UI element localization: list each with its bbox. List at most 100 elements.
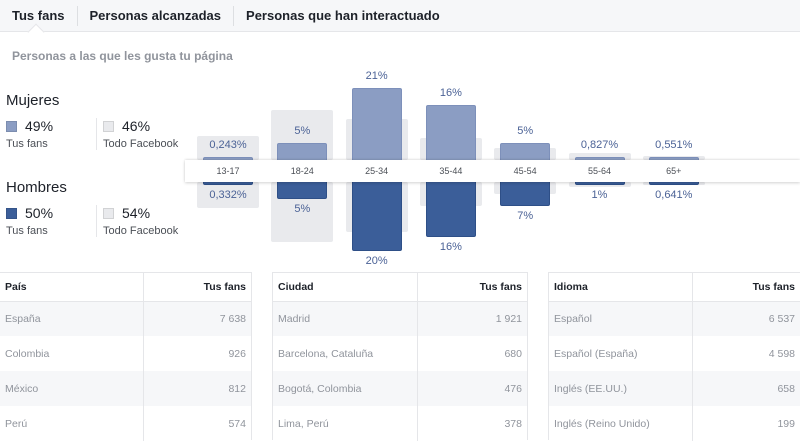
table-row[interactable]: Inglés (Reino Unido) 199	[549, 406, 800, 441]
city-table: Ciudad Tus fans Madrid 1 921 Barcelona, Cata…	[272, 272, 528, 441]
women-fans-value: 49%	[25, 118, 54, 134]
men-value-label: 0,332%	[209, 189, 247, 201]
row-label: Español (España)	[554, 347, 638, 360]
facebook-women-bar	[419, 137, 482, 160]
men-fans-bar	[203, 180, 253, 185]
column-header[interactable]: Tus fans	[417, 273, 527, 302]
row-label: México	[0, 371, 144, 406]
men-fb-label: Todo Facebook	[103, 225, 179, 237]
row-label: Inglés (EE.UU.)	[549, 371, 693, 406]
men-fans-bar	[574, 180, 625, 186]
table-row[interactable]: Perú 574	[0, 406, 251, 441]
age-tick-label: 35-44	[439, 166, 463, 176]
legend-men-title: Hombres	[6, 179, 67, 196]
men-swatch-icon	[6, 207, 17, 219]
column-header[interactable]: Tus fans	[691, 273, 800, 302]
age-tick-label: 25-34	[365, 166, 389, 176]
men-value-label: 5%	[294, 203, 311, 216]
age-tick-label: 13-17	[216, 166, 240, 176]
men-fb-value: 54%	[122, 205, 151, 221]
row-value: 658	[691, 371, 800, 406]
age-axis-band	[185, 160, 800, 182]
men-value-label: 7%	[517, 210, 534, 223]
row-value: 476	[417, 371, 527, 406]
facebook-women-bar	[568, 153, 631, 160]
table-row[interactable]: Español (España) 4 598	[549, 336, 800, 371]
row-label: España	[0, 301, 144, 336]
table-row[interactable]: Inglés (EE.UU.) 658	[549, 371, 800, 406]
row-label: Barcelona, Cataluña	[278, 347, 374, 360]
men-fans-bar	[648, 180, 699, 185]
men-fans-value: 50%	[25, 205, 54, 221]
women-value-label: 0,243%	[209, 139, 247, 151]
legend-women: Mujeres 49% Tus fans 46% Todo Facebook	[6, 92, 186, 150]
men-value-label: 1%	[591, 189, 608, 202]
table-row[interactable]: Bogotá, Colombia 476	[273, 371, 527, 406]
tab-tus-fans[interactable]: Tus fans	[0, 5, 78, 26]
facebook-men-bar	[197, 182, 259, 208]
women-fans-label: Tus fans	[6, 138, 48, 150]
women-fb-label: Todo Facebook	[103, 138, 179, 150]
row-label: Lima, Perú	[278, 417, 329, 430]
column-header[interactable]: Ciudad	[273, 273, 418, 302]
section-subtitle: Personas a las que les gusta tu página	[12, 49, 233, 63]
row-value: 4 598	[691, 336, 800, 371]
table-row[interactable]: Colombia 926	[0, 336, 251, 371]
table-row[interactable]: Madrid 1 921	[273, 301, 527, 336]
men-value-label: 0,641%	[655, 189, 693, 201]
women-value-label: 21%	[365, 69, 388, 82]
age-tick-label: 55-64	[587, 166, 612, 176]
women-value-label: 5%	[294, 124, 311, 137]
tab-personas-alcanzadas[interactable]: Personas alcanzadas	[78, 5, 235, 26]
women-value-label: 16%	[439, 86, 462, 99]
row-label: Inglés (Reino Unido)	[554, 417, 650, 430]
legend-women-title: Mujeres	[6, 92, 60, 109]
facebook-men-bar	[494, 182, 557, 195]
table-row[interactable]: Lima, Perú 378	[273, 406, 527, 441]
men-fans-bar	[425, 180, 476, 238]
language-table: Idioma Tus fans Español 6 537 Español (Españ…	[548, 272, 800, 441]
row-label: Perú	[5, 417, 28, 430]
men-value-label: 16%	[439, 241, 462, 254]
row-value: 574	[142, 406, 251, 441]
facebook-men-bar	[345, 182, 408, 233]
table-header-row: Ciudad Tus fans	[273, 273, 527, 302]
women-fans-bar	[203, 157, 253, 162]
legend-men: Hombres 50% Tus fans 54% Todo Facebook	[6, 179, 186, 237]
facebook-men-bar	[642, 182, 705, 186]
row-value: 812	[142, 371, 251, 406]
men-fans-label: Tus fans	[6, 225, 48, 237]
women-fans-bar	[648, 157, 699, 162]
facebook-women-bar	[642, 155, 705, 160]
column-header[interactable]: Idioma	[549, 273, 693, 302]
facebook-women-bar	[271, 109, 334, 160]
women-fb-value: 46%	[122, 118, 151, 134]
age-tick-label: 45-54	[513, 166, 537, 176]
column-header[interactable]: Tus fans	[142, 273, 251, 302]
tab-bar: Tus fans Personas alcanzadas Personas qu…	[0, 0, 800, 32]
tab-personas-interactuado[interactable]: Personas que han interactuado	[246, 7, 440, 23]
men-value-label: 20%	[365, 255, 388, 267]
row-value: 199	[691, 406, 800, 441]
table-header-row: País Tus fans	[0, 273, 251, 302]
row-value: 680	[417, 336, 527, 371]
table-row[interactable]: Español 6 537	[549, 301, 800, 336]
row-label: Español	[549, 301, 693, 336]
women-value-label: 0,827%	[580, 139, 619, 151]
row-value: 378	[417, 406, 527, 441]
facebook-women-bar	[345, 118, 408, 160]
row-value: 7 638	[142, 301, 251, 336]
women-swatch-icon	[6, 120, 17, 132]
facebook-swatch-icon	[103, 120, 114, 132]
table-row[interactable]: México 812	[0, 371, 251, 406]
column-header[interactable]: País	[0, 273, 144, 302]
table-row[interactable]: España 7 638	[0, 301, 251, 336]
row-label: Colombia	[5, 347, 50, 360]
women-fans-bar	[425, 104, 476, 162]
facebook-women-bar	[494, 147, 557, 160]
age-tick-label: 18-24	[290, 166, 314, 176]
facebook-men-bar	[271, 182, 334, 243]
age-tick-label: 65+	[666, 166, 682, 176]
facebook-women-bar	[197, 135, 259, 160]
table-row[interactable]: Barcelona, Cataluña 680	[273, 336, 527, 371]
